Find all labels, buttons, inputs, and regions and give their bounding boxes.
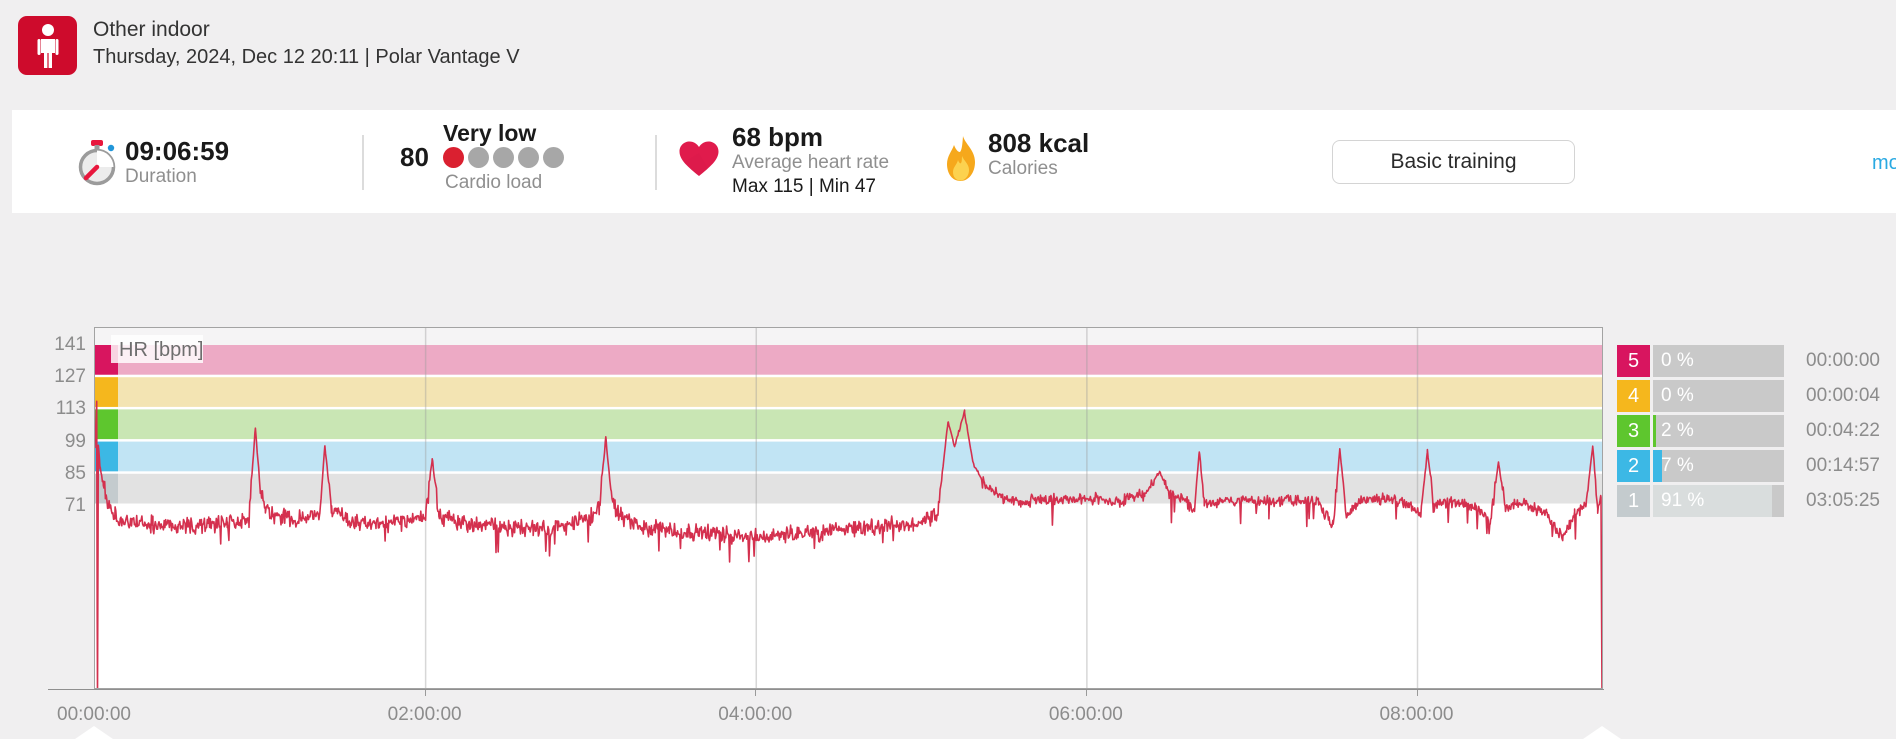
hr-zone-tab-4 — [95, 377, 118, 407]
summary-stats-bar: 09:06:59 Duration 80 Very low Cardio loa… — [12, 110, 1896, 213]
x-tick-label: 00:00:00 — [57, 704, 131, 725]
hr-zone-tab-1 — [95, 473, 118, 504]
cardio-load-dot — [543, 147, 564, 168]
hr-zone-tab-3 — [95, 409, 118, 440]
zone-summary-row: 2 7 % 00:14:57 — [1617, 450, 1896, 482]
zone-number-badge: 4 — [1617, 380, 1650, 412]
sport-type-icon — [18, 16, 77, 75]
zone-percent-label: 0 % — [1661, 350, 1694, 371]
zone-percent-bar: 7 % — [1653, 450, 1784, 482]
flame-icon — [947, 136, 975, 181]
cardio-load-dot — [443, 147, 464, 168]
hr-zone-summary-table: 5 0 % 00:00:00 4 0 % 00:00:04 3 2 % 00:04:22 2 7 %… — [1617, 345, 1896, 520]
hr-legend-label: HR [bpm] — [119, 339, 203, 361]
hr-minmax: Max 115 | Min 47 — [732, 176, 876, 197]
y-tick-label: 141 — [54, 334, 86, 355]
zone-percent-bar: 0 % — [1653, 380, 1784, 412]
x-tick-mark — [1416, 690, 1418, 696]
hr-zone-band-2 — [95, 441, 1602, 472]
y-tick-label: 85 — [64, 462, 86, 484]
zone-percent-bar: 2 % — [1653, 415, 1784, 447]
hr-chart-x-axis-line — [48, 689, 1604, 690]
range-slider-handle-left[interactable] — [75, 714, 113, 739]
cardio-load-dot — [518, 147, 539, 168]
zone-percent-fill — [1653, 450, 1663, 482]
x-tick-label: 04:00:00 — [718, 704, 793, 725]
x-tick-mark — [755, 690, 757, 696]
avg-hr-label: Average heart rate — [732, 152, 890, 173]
x-tick-label: 06:00:00 — [1048, 704, 1123, 725]
cardio-load-dots — [443, 147, 564, 168]
calories-value: 808 kcal — [988, 128, 1090, 158]
divider — [655, 135, 657, 190]
y-tick-label: 71 — [64, 495, 86, 516]
zone-percent-label: 2 % — [1661, 420, 1694, 441]
range-slider-handle-right[interactable] — [1583, 714, 1621, 739]
stopwatch-icon — [78, 140, 116, 186]
zone-number-badge: 3 — [1617, 415, 1650, 447]
zone-summary-row: 5 0 % 00:00:00 — [1617, 345, 1896, 377]
hr-zone-band-4 — [95, 377, 1602, 407]
zone-percent-fill — [1653, 415, 1656, 447]
cardio-load-status: Very low — [443, 120, 537, 146]
x-tick-mark — [424, 690, 426, 696]
zone-time-label: 00:14:57 — [1806, 455, 1880, 476]
hr-line-chart: HR [bpm] — [94, 328, 1603, 695]
cardio-load-value: 80 — [400, 142, 429, 172]
hr-zone-band-3 — [95, 409, 1602, 440]
x-tick-label: 02:00:00 — [387, 704, 462, 725]
person-icon — [37, 23, 58, 68]
cardio-load-dot — [493, 147, 514, 168]
divider — [362, 135, 364, 190]
more-link[interactable]: mo — [1872, 152, 1896, 174]
y-tick-label: 99 — [64, 430, 86, 452]
avg-hr-value: 68 bpm — [732, 122, 824, 152]
zone-percent-bar: 0 % — [1653, 345, 1784, 377]
zone-percent-label: 7 % — [1661, 455, 1694, 476]
zone-time-label: 03:05:25 — [1806, 490, 1880, 511]
y-tick-label: 127 — [54, 366, 86, 388]
hr-zone-band-1 — [95, 473, 1602, 504]
hr-line-series — [94, 400, 1603, 695]
cardio-load-label: Cardio load — [445, 172, 543, 193]
hr-zone-band-5 — [95, 345, 1602, 375]
cardio-load-dot — [468, 147, 489, 168]
zone-summary-row: 1 91 % 03:05:25 — [1617, 485, 1896, 517]
page-title: Other indoor — [93, 18, 210, 41]
hr-zone-tab-2 — [95, 441, 118, 472]
zone-number-badge: 5 — [1617, 345, 1650, 377]
zone-percent-label: 91 % — [1661, 490, 1705, 511]
x-tick-mark — [1085, 690, 1087, 696]
calories-label: Calories — [988, 158, 1058, 179]
zone-time-label: 00:04:22 — [1806, 420, 1880, 441]
x-tick-label: 08:00:00 — [1379, 704, 1454, 725]
session-date-device: Thursday, 2024, Dec 12 20:11 | Polar Van… — [93, 46, 520, 68]
zone-time-label: 00:00:00 — [1806, 350, 1880, 371]
zone-percent-label: 0 % — [1661, 385, 1694, 406]
zone-time-label: 00:00:04 — [1806, 385, 1880, 406]
zone-summary-row: 4 0 % 00:00:04 — [1617, 380, 1896, 412]
heart-icon — [679, 141, 719, 176]
hr-legend-box — [111, 335, 203, 363]
training-benefit-button[interactable]: Basic training — [1332, 140, 1575, 184]
zone-summary-row: 3 2 % 00:04:22 — [1617, 415, 1896, 447]
zone-number-badge: 1 — [1617, 485, 1650, 517]
zone-percent-fill — [1653, 485, 1773, 517]
hr-chart-plot-area[interactable]: HR [bpm] — [94, 327, 1603, 695]
zone-number-badge: 2 — [1617, 450, 1650, 482]
duration-label: Duration — [125, 166, 197, 187]
duration-value: 09:06:59 — [125, 136, 230, 166]
zone-percent-bar: 91 % — [1653, 485, 1784, 517]
y-tick-label: 113 — [55, 398, 86, 420]
